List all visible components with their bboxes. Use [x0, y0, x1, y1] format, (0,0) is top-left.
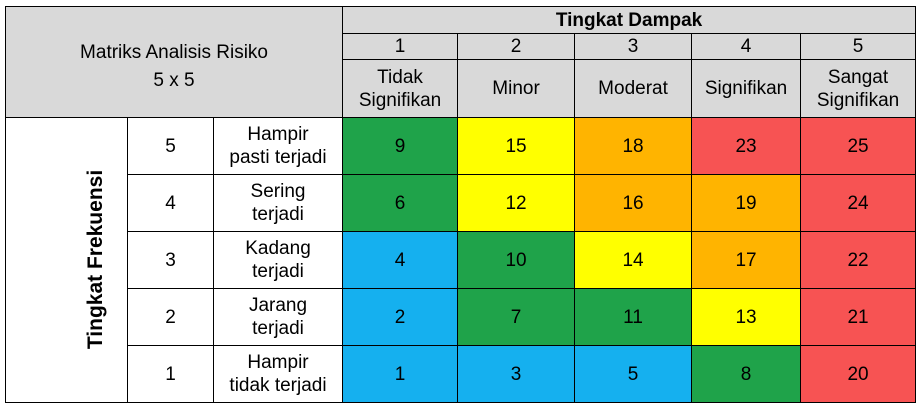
frequency-label-line: Kadang: [245, 238, 311, 259]
risk-score-cell: 15: [457, 117, 576, 175]
frequency-label-line: pasti terjadi: [229, 147, 327, 168]
risk-score-cell: 4: [342, 231, 459, 289]
risk-score-cell: 25: [800, 117, 917, 175]
risk-score-cell: 23: [691, 117, 802, 175]
impact-label-line: Minor: [492, 78, 540, 99]
frequency-level-label: Jarang terjadi: [212, 288, 344, 346]
matrix-row: 1 Hampir tidak terjadi 1 3 5 8 20: [6, 345, 917, 403]
frequency-label-line: Jarang: [248, 295, 308, 316]
impact-level-number: 4: [691, 33, 802, 60]
impact-label-line: Signifikan: [704, 78, 788, 99]
risk-score-cell: 18: [574, 117, 693, 175]
risk-score-cell: 16: [574, 174, 693, 232]
risk-score-cell: 19: [691, 174, 802, 232]
frequency-header: Tingkat Frekuensi: [84, 169, 108, 350]
impact-label-line: Signifikan: [816, 89, 900, 111]
frequency-level-number: 4: [127, 174, 214, 232]
frequency-header-cell: Tingkat Frekuensi: [5, 117, 128, 403]
matrix-body: Tingkat Frekuensi 5 Hampir pasti terjadi 9 15…: [5, 117, 917, 403]
impact-label-line: Sangat: [827, 66, 889, 88]
risk-score-cell: 12: [457, 174, 576, 232]
impact-level-number: 3: [574, 33, 693, 60]
frequency-label-line: terjadi: [252, 261, 304, 282]
frequency-level-label: Hampir tidak terjadi: [212, 345, 344, 403]
risk-score-cell: 8: [691, 345, 802, 403]
impact-label-line: Moderat: [598, 78, 668, 99]
impact-level-label: Moderat: [574, 59, 693, 118]
frequency-label-line: tidak terjadi: [229, 375, 327, 396]
matrix-title-cell: Matriks Analisis Risiko 5 x 5: [4, 6, 344, 118]
impact-level-label: Minor: [457, 59, 576, 118]
risk-score-cell: 20: [800, 345, 917, 403]
impact-label-row: Tidak Signifikan Minor Moderat Signifikan San…: [6, 59, 917, 118]
impact-level-number: 5: [800, 33, 917, 60]
frequency-level-label: Hampir pasti terjadi: [212, 117, 344, 175]
frequency-label-line: Hampir: [247, 124, 309, 145]
impact-level-number: 1: [342, 33, 459, 60]
matrix-row: 3 Kadang terjadi 4 10 14 17 22: [6, 231, 917, 289]
risk-score-cell: 1: [342, 345, 459, 403]
risk-matrix-container: Matriks Analisis Risiko 5 x 5 Tingkat Da…: [4, 6, 917, 403]
risk-score-cell: 7: [457, 288, 576, 346]
risk-score-cell: 3: [457, 345, 576, 403]
risk-score-cell: 22: [800, 231, 917, 289]
matrix-size: 5 x 5: [153, 70, 195, 91]
risk-matrix-table: Matriks Analisis Risiko 5 x 5 Tingkat Da…: [4, 6, 917, 403]
impact-level-label: Sangat Signifikan: [800, 59, 917, 118]
frequency-level-label: Sering terjadi: [212, 174, 344, 232]
risk-score-cell: 11: [574, 288, 693, 346]
risk-score-cell: 10: [457, 231, 576, 289]
risk-score-cell: 21: [800, 288, 917, 346]
frequency-level-number: 2: [127, 288, 214, 346]
frequency-level-number: 1: [127, 345, 214, 403]
impact-level-label: Signifikan: [691, 59, 802, 118]
impact-header: Tingkat Dampak: [342, 6, 917, 34]
frequency-level-number: 5: [127, 117, 214, 175]
matrix-row: 4 Sering terjadi 6 12 16 19 24: [6, 174, 917, 232]
frequency-level-label: Kadang terjadi: [212, 231, 344, 289]
matrix-row: 2 Jarang terjadi 2 7 11 13 21: [6, 288, 917, 346]
risk-score-cell: 17: [691, 231, 802, 289]
frequency-label-line: terjadi: [252, 318, 304, 339]
impact-label-line: Signifikan: [358, 89, 442, 111]
frequency-level-number: 3: [127, 231, 214, 289]
risk-score-cell: 6: [342, 174, 459, 232]
impact-label-line: Tidak: [377, 66, 423, 88]
frequency-label-line: Hampir: [247, 352, 309, 373]
risk-score-cell: 2: [342, 288, 459, 346]
matrix-title: Matriks Analisis Risiko: [80, 42, 268, 63]
risk-score-cell: 24: [800, 174, 917, 232]
risk-score-cell: 5: [574, 345, 693, 403]
risk-score-cell: 13: [691, 288, 802, 346]
frequency-label-line: Sering: [250, 181, 306, 202]
frequency-label-line: terjadi: [252, 204, 304, 225]
risk-score-cell: 14: [574, 231, 693, 289]
risk-score-cell: 9: [342, 117, 459, 175]
impact-level-label: Tidak Signifikan: [342, 59, 459, 118]
impact-level-number: 2: [457, 33, 576, 60]
matrix-row: Tingkat Frekuensi 5 Hampir pasti terjadi 9 15…: [5, 117, 917, 403]
